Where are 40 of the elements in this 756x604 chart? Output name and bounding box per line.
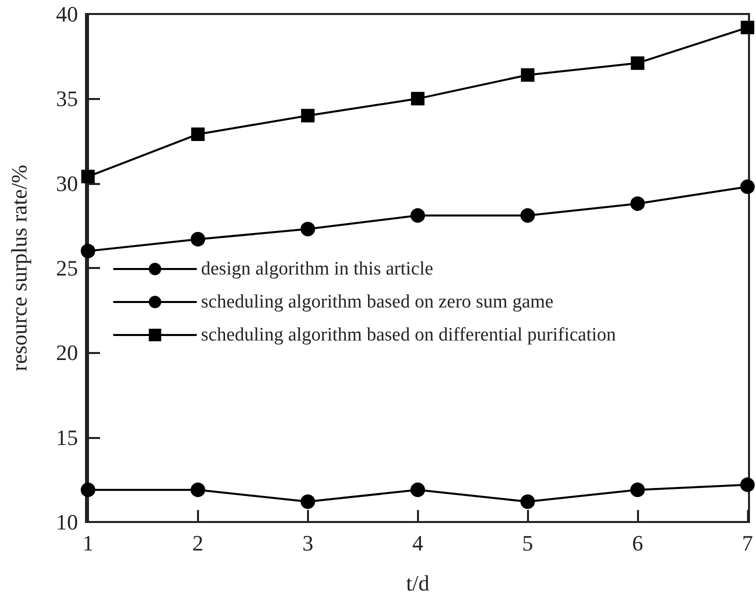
- point: [81, 170, 95, 184]
- point: [740, 478, 755, 492]
- x-tick-label: 5: [522, 530, 534, 556]
- y-axis-title: resource surplus rate/%: [6, 164, 32, 372]
- y-tick-label: 40: [56, 2, 78, 26]
- point: [80, 482, 96, 498]
- legend-label: design algorithm in this article: [201, 258, 434, 280]
- point: [300, 222, 316, 236]
- x-tick-label: 6: [632, 530, 644, 556]
- point: [191, 127, 205, 141]
- x-axis-title: t/d: [406, 570, 430, 596]
- point: [630, 482, 645, 498]
- point: [410, 482, 425, 498]
- point: [740, 20, 754, 34]
- legend-label: scheduling algorithm based on zero sum game: [201, 292, 554, 312]
- x-tick-label: 3: [302, 530, 314, 556]
- point: [301, 108, 315, 122]
- point: [520, 494, 535, 509]
- y-tick-label: 35: [56, 86, 78, 112]
- point: [300, 494, 316, 509]
- point: [520, 208, 535, 223]
- y-tick-label: 20: [56, 340, 78, 366]
- y-tick-label: 25: [56, 256, 78, 280]
- x-tick-label: 1: [82, 530, 94, 556]
- point: [740, 179, 755, 194]
- point: [190, 232, 206, 246]
- point: [411, 92, 424, 106]
- x-tick-label: 7: [742, 530, 753, 556]
- point: [520, 68, 534, 82]
- y-tick-label: 30: [56, 170, 78, 196]
- legend-label: scheduling algorithm based on differential purification: [201, 324, 616, 346]
- x-tick-label: 2: [192, 530, 204, 556]
- point: [630, 196, 645, 211]
- x-tick-label: 4: [412, 530, 424, 556]
- point: [190, 482, 206, 498]
- y-tick-label: 15: [56, 424, 78, 450]
- point: [80, 244, 96, 258]
- y-tick-label: 10: [56, 510, 78, 534]
- point: [630, 56, 644, 70]
- point: [410, 208, 425, 223]
